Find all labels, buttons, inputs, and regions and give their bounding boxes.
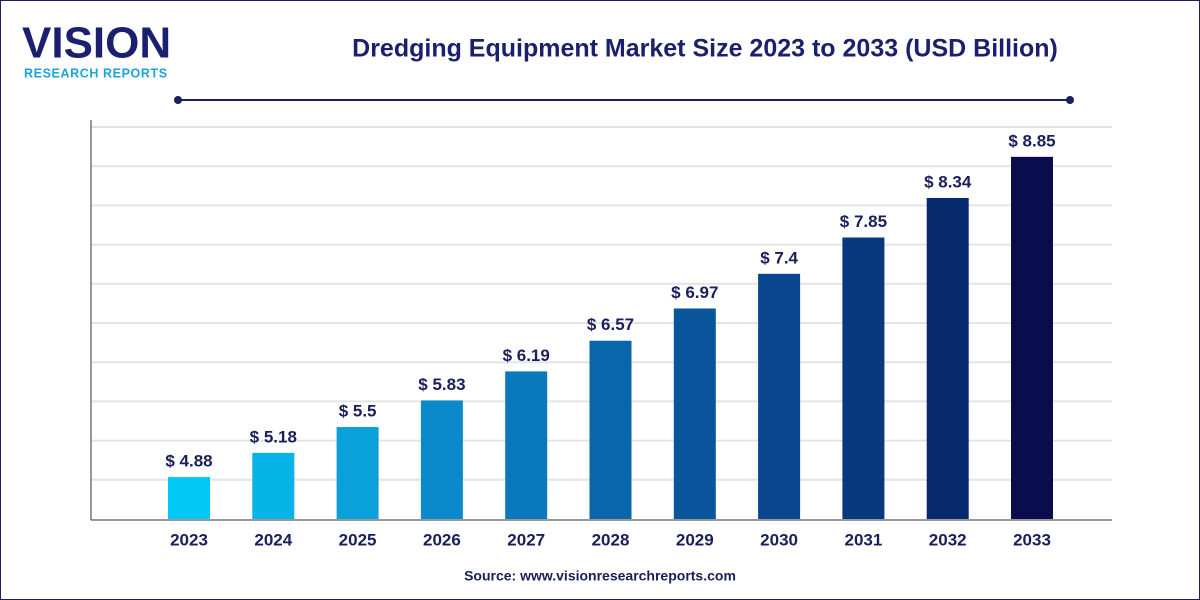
value-label: $ 5.18 (250, 427, 297, 446)
value-label: $ 5.83 (418, 375, 465, 394)
bar (842, 237, 885, 519)
value-label: $ 8.85 (1008, 131, 1055, 150)
bar (168, 477, 210, 519)
x-tick-label: 2027 (507, 530, 545, 549)
x-tick-label: 2029 (676, 530, 714, 549)
x-tick-label: 2032 (929, 530, 967, 549)
bar (252, 452, 295, 519)
source: Source: www.visionresearchreports.com (464, 568, 736, 584)
x-tick-label: 2025 (339, 530, 377, 549)
bar (673, 308, 716, 519)
x-tick-label: 2024 (254, 530, 292, 549)
value-label: $ 6.97 (671, 283, 718, 302)
x-tick-label: 2030 (760, 530, 798, 549)
bar (336, 427, 379, 519)
value-label: $ 7.4 (760, 248, 798, 267)
x-tick-label: 2033 (1013, 530, 1051, 549)
value-label: $ 8.34 (924, 172, 972, 191)
value-label: $ 7.85 (840, 212, 887, 231)
bar (505, 371, 548, 519)
x-tick-label: 2031 (844, 530, 882, 549)
x-tick-label: 2028 (592, 530, 630, 549)
bar (589, 340, 632, 519)
rule-dot (174, 96, 182, 104)
logo-name: VISION (22, 19, 171, 68)
chart-title: Dredging Equipment Market Size 2023 to 2… (352, 35, 1058, 63)
bar (926, 197, 969, 519)
value-label: $ 4.88 (165, 452, 212, 471)
value-label: $ 6.57 (587, 315, 634, 334)
value-label: $ 5.5 (339, 402, 377, 421)
bar (420, 400, 463, 519)
value-label: $ 6.19 (503, 346, 550, 365)
x-tick-label: 2026 (423, 530, 461, 549)
bar (758, 273, 801, 519)
bar (1011, 156, 1053, 519)
logo-tagline: RESEARCH REPORTS (24, 66, 168, 80)
rule-dot (1066, 96, 1074, 104)
x-tick-label: 2023 (170, 530, 208, 549)
